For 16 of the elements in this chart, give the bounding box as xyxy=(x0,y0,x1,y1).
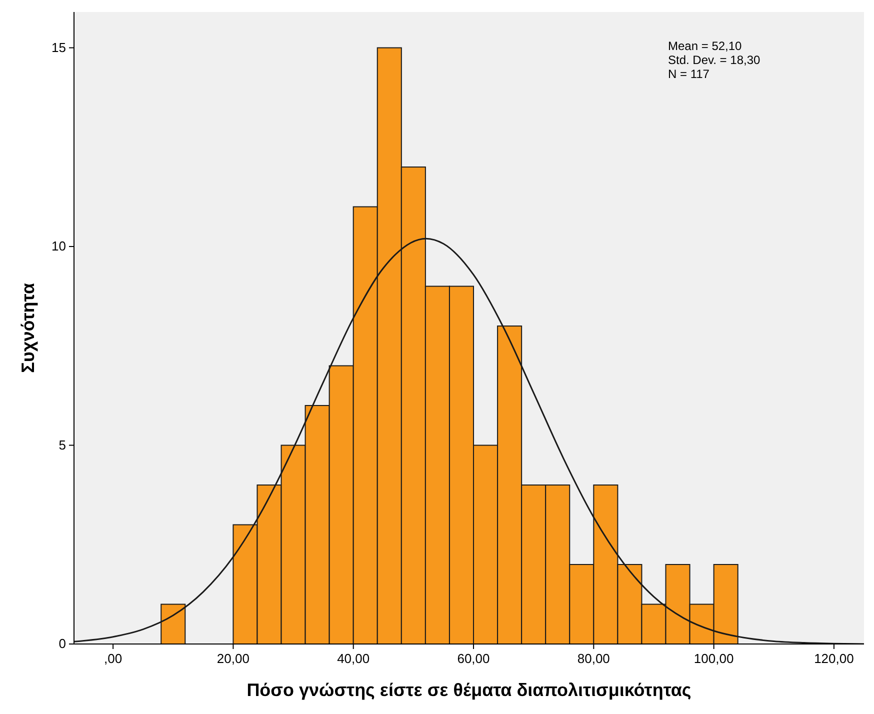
x-axis-title: Πόσο γνώστης είστε σε θέματα διαπολιτισμικότητας xyxy=(246,680,692,700)
y-tick-label: 15 xyxy=(52,40,66,55)
x-tick-label: 100,00 xyxy=(694,651,734,666)
x-tick-label: 40,00 xyxy=(337,651,370,666)
x-tick-label: 80,00 xyxy=(577,651,610,666)
annotation: Std. Dev. = 18,30 xyxy=(668,53,760,67)
y-tick-label: 5 xyxy=(58,437,66,452)
x-tick-label: 20,00 xyxy=(216,651,250,666)
y-tick-label: 10 xyxy=(52,238,66,254)
y-tick-label: 0 xyxy=(58,636,66,651)
x-tick-label: 120,00 xyxy=(814,651,854,666)
x-tick-label: ,00 xyxy=(104,651,122,666)
x-tick-label: 60,00 xyxy=(457,651,490,666)
annotation: Mean = 52,10 xyxy=(668,39,742,53)
annotation: N = 117 xyxy=(668,67,710,81)
y-axis-title: Συχνότητα xyxy=(18,283,38,373)
